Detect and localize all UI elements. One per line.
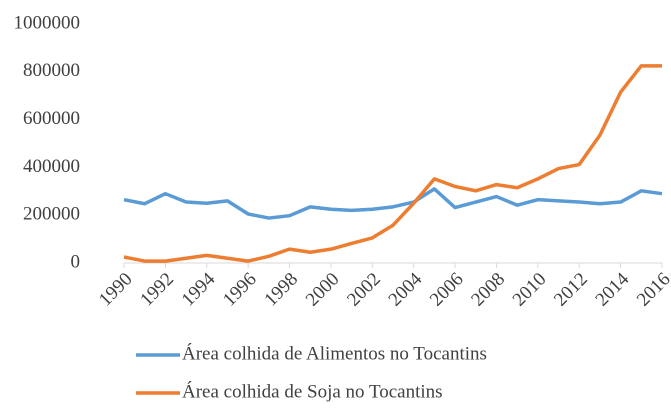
legend-label: Área colhida de Soja no Tocantins bbox=[182, 380, 443, 402]
y-tick-label: 400000 bbox=[23, 156, 80, 177]
y-tick-label: 600000 bbox=[23, 108, 80, 129]
x-tick-label: 1990 bbox=[95, 269, 137, 311]
x-tick-label: 2000 bbox=[302, 269, 344, 311]
y-tick-label: 200000 bbox=[23, 204, 80, 225]
x-tick-label: 2008 bbox=[467, 269, 509, 311]
x-tick-label: 1992 bbox=[136, 269, 178, 311]
x-tick-label: 2016 bbox=[633, 269, 671, 311]
x-tick-label: 2006 bbox=[426, 269, 468, 311]
x-tick-label: 1998 bbox=[260, 269, 302, 311]
y-tick-label: 0 bbox=[71, 251, 81, 272]
x-tick-label: 2014 bbox=[592, 268, 634, 310]
y-tick-label: 1000000 bbox=[14, 12, 81, 33]
legend-label: Área colhida de Alimentos no Tocantins bbox=[182, 342, 487, 364]
x-tick-label: 2010 bbox=[509, 269, 551, 311]
y-tick-label: 800000 bbox=[23, 60, 80, 81]
x-tick-label: 2002 bbox=[343, 269, 385, 311]
series-line bbox=[123, 64, 662, 263]
x-tick-label: 1994 bbox=[178, 268, 220, 310]
x-tick-label: 2004 bbox=[385, 268, 427, 310]
x-tick-label: 1996 bbox=[219, 269, 261, 311]
series-line bbox=[123, 187, 663, 220]
x-tick-label: 2012 bbox=[550, 269, 592, 311]
